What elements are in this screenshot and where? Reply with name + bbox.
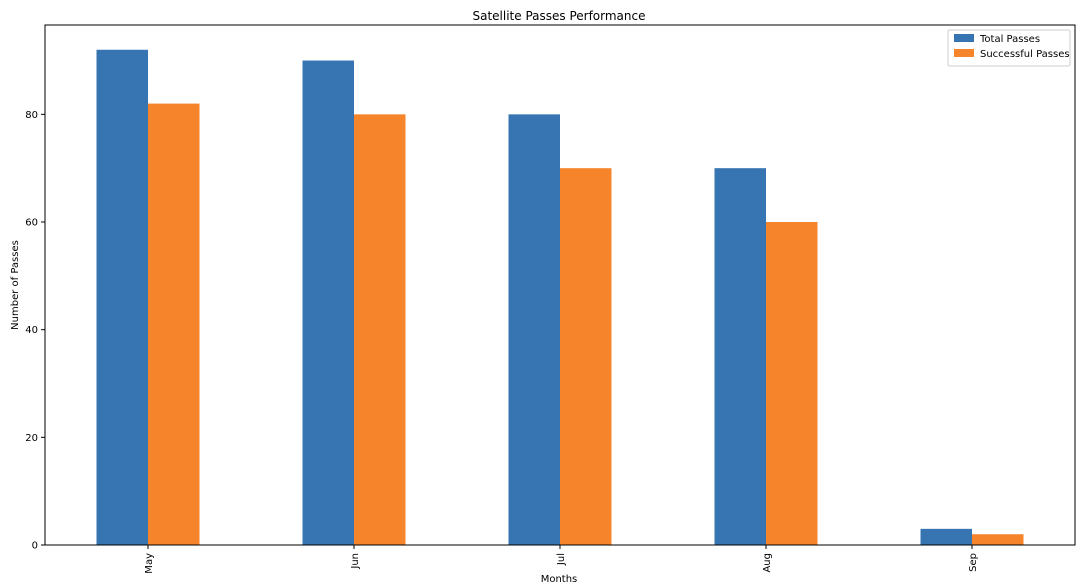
legend-swatch-total-passes bbox=[954, 34, 974, 42]
x-axis-ticks: May Jun Jul Aug Sep bbox=[144, 545, 979, 574]
bars-layer bbox=[96, 49, 1024, 546]
bar-successful-passes-jun bbox=[354, 114, 406, 545]
x-tick-label: Aug bbox=[762, 553, 773, 573]
x-tick-label: Jun bbox=[350, 553, 361, 570]
legend-swatch-successful-passes bbox=[954, 49, 974, 57]
y-tick-label: 60 bbox=[25, 218, 38, 229]
legend-box bbox=[947, 29, 1071, 67]
bar-successful-passes-aug bbox=[766, 222, 818, 546]
bar-total-passes-jun bbox=[302, 60, 354, 545]
legend-label-successful-passes: Successful Passes bbox=[980, 49, 1070, 60]
y-axis-label: Number of Passes bbox=[10, 240, 21, 330]
bar-total-passes-sep bbox=[920, 528, 972, 545]
bar-total-passes-aug bbox=[714, 168, 766, 545]
bar-successful-passes-sep bbox=[972, 534, 1024, 545]
x-tick-label: May bbox=[144, 553, 155, 574]
y-tick-label: 80 bbox=[25, 110, 38, 121]
bar-successful-passes-may bbox=[148, 103, 200, 545]
x-tick-label: Jul bbox=[556, 553, 567, 566]
y-axis-ticks: 0 20 40 60 80 bbox=[25, 110, 45, 552]
legend-label-total-passes: Total Passes bbox=[979, 34, 1040, 45]
bar-total-passes-jul bbox=[508, 114, 560, 545]
bar-successful-passes-jul bbox=[560, 168, 612, 545]
x-tick-label: Sep bbox=[968, 553, 979, 572]
y-tick-label: 0 bbox=[32, 541, 38, 552]
chart-title: Satellite Passes Performance bbox=[472, 9, 645, 23]
y-tick-label: 20 bbox=[25, 433, 38, 444]
y-tick-label: 40 bbox=[25, 325, 38, 336]
x-axis-label: Months bbox=[541, 574, 578, 585]
legend: Total Passes Successful Passes bbox=[947, 29, 1071, 67]
bar-total-passes-may bbox=[96, 49, 148, 546]
